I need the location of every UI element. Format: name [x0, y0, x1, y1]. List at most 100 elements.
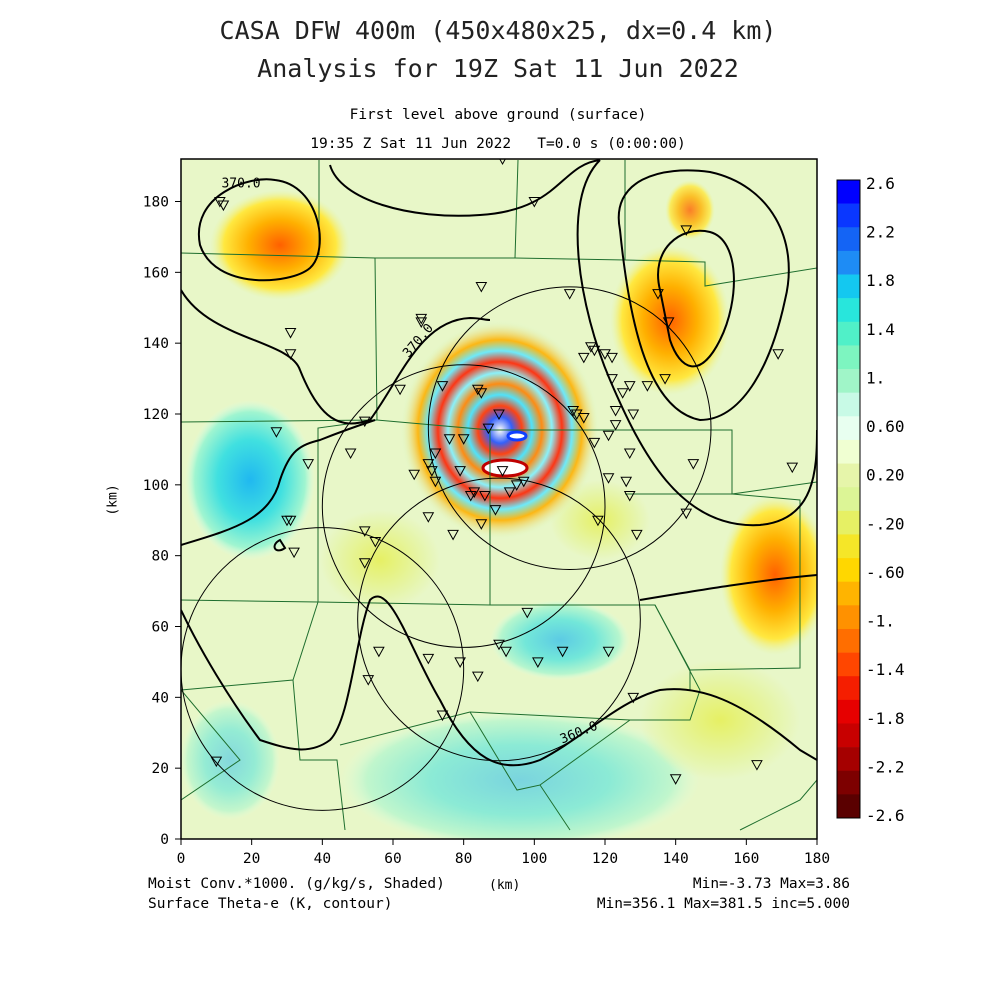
field-warm-northwest: [210, 190, 350, 300]
chart-title: CASA DFW 400m (450x480x25, dx=0.4 km): [219, 16, 777, 45]
chart-subtitle: Analysis for 19Z Sat 11 Jun 2022: [257, 54, 739, 83]
colorbar-label: -1.4: [866, 660, 905, 679]
station-marker: [669, 774, 682, 785]
station-marker: [510, 480, 523, 491]
station-marker: [517, 476, 530, 488]
y-tick-label: 80: [152, 549, 169, 565]
station-marker: [521, 607, 534, 619]
station-marker: [592, 515, 604, 527]
station-marker: [422, 653, 435, 665]
field-white-core-1: [481, 458, 529, 478]
colorbar-swatch: [837, 723, 860, 748]
field-cool-southwest: [181, 700, 280, 820]
colorbar-label: 2.6: [866, 174, 895, 193]
station-marker: [475, 519, 488, 530]
station-marker: [482, 423, 495, 435]
station-marker: [606, 374, 618, 385]
county-line-15: [469, 604, 701, 721]
colorbar-swatch: [837, 676, 860, 701]
colorbar-swatch: [837, 605, 860, 630]
county-line-9: [625, 493, 801, 671]
county-line-17: [539, 719, 631, 786]
x-axis: 0 20 40 60 80 100 120 140 160 180: [177, 839, 830, 867]
station-marker: [630, 529, 643, 541]
colorbar-frame: [836, 179, 861, 819]
station-marker: [532, 657, 544, 668]
x-tick-label: 180: [804, 851, 830, 867]
x-tick-label: 160: [733, 851, 759, 867]
station-marker: [623, 448, 636, 459]
field-warm-north: [665, 180, 715, 240]
station-marker: [493, 409, 505, 421]
colorbar-label: -.20: [866, 514, 905, 533]
colorbar-swatch: [837, 416, 860, 441]
station-marker: [588, 437, 601, 449]
contour-south: [181, 595, 817, 767]
county-line-1: [181, 252, 378, 423]
station-marker: [362, 675, 375, 686]
field-white-core-2: [506, 430, 528, 442]
colorbar-swatch: [837, 463, 860, 488]
colorbar-swatch: [837, 770, 860, 795]
station-marker: [609, 420, 622, 431]
x-tick-label: 40: [314, 851, 331, 867]
y-tick-label: 20: [152, 761, 169, 777]
station-marker: [641, 381, 654, 392]
station-marker: [373, 646, 385, 658]
station-marker: [751, 760, 763, 771]
station-marker: [786, 462, 799, 474]
station-marker: [217, 200, 230, 212]
station-marker: [585, 342, 597, 353]
station-marker: [680, 225, 693, 236]
station-marker: [606, 352, 618, 364]
station-marker: [662, 317, 675, 328]
station-marker: [436, 381, 449, 392]
station-marker: [609, 405, 622, 417]
field-warm-northeast: [610, 245, 730, 395]
contour-east-outer: [576, 159, 817, 527]
station-marker: [602, 430, 615, 442]
y-tick-label: 140: [143, 336, 169, 352]
y-axis: 0 20 40 60 80 100 120 140 160 180: [143, 195, 181, 848]
station-marker: [281, 515, 293, 527]
county-line-7: [317, 419, 491, 606]
station-marker: [426, 466, 438, 477]
contour-label: 370.0: [221, 176, 260, 191]
colorbar-swatch: [837, 534, 860, 559]
field-cool-center: [490, 600, 630, 680]
station-marker: [616, 388, 629, 399]
station-marker: [680, 508, 693, 520]
colorbar-swatch: [837, 794, 860, 819]
x-tick-label: 100: [521, 851, 547, 867]
station-marker: [602, 473, 615, 484]
x-axis-unit: (km): [489, 878, 521, 893]
y-tick-label: 60: [152, 620, 169, 636]
station-marker: [468, 487, 481, 498]
station-marker: [429, 476, 442, 488]
station-marker: [577, 352, 590, 364]
colorbar-swatch: [837, 439, 860, 464]
field-lime-west: [320, 510, 440, 610]
time-label: 19:35 Z Sat 11 Jun 2022 T=0.0 s (0:00:00…: [310, 136, 686, 152]
station-marker: [429, 448, 442, 459]
colorbar-swatch: [837, 227, 860, 252]
colorbar-swatch: [837, 250, 860, 275]
x-tick-label: 120: [592, 851, 618, 867]
colorbar-label: -1.: [866, 612, 895, 631]
station-marker: [302, 459, 315, 470]
field-cool-west: [185, 400, 315, 560]
station-marker: [284, 349, 297, 360]
y-tick-label: 180: [143, 195, 169, 211]
radar-ring-4: [427, 286, 712, 570]
colorbar-swatch: [837, 487, 860, 512]
colorbar-swatch: [837, 203, 860, 228]
station-marker: [489, 505, 502, 516]
county-line-14: [469, 711, 571, 831]
station-marker: [475, 388, 488, 399]
station-marker: [577, 413, 590, 424]
colorbar-label: 0.60: [866, 417, 905, 436]
station-marker: [475, 282, 488, 293]
colorbar-label: -1.8: [866, 709, 905, 728]
station-marker: [493, 639, 505, 651]
shaded-range: Min=-3.73 Max=3.86: [692, 876, 850, 892]
